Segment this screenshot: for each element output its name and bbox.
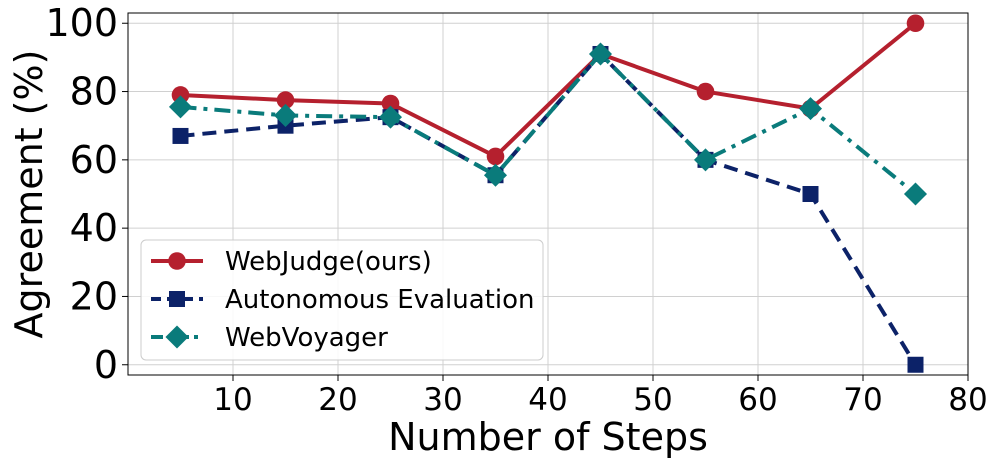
data-point: [381, 94, 400, 113]
x-tick-label: 80: [948, 382, 987, 418]
data-point: [168, 95, 193, 119]
legend-label: Autonomous Evaluation: [225, 285, 534, 315]
ticks: 10 20 30 40 50 60 70 80 0 20 40 60 80 100: [45, 1, 987, 418]
legend-item: Autonomous Evaluation: [151, 285, 534, 315]
x-tick-label: 30: [423, 382, 462, 418]
x-tick-label: 20: [318, 382, 357, 418]
data-point: [903, 182, 928, 206]
y-tick-label: 100: [45, 1, 118, 45]
data-point: [906, 14, 925, 33]
data-point: [693, 148, 718, 172]
grid: [128, 13, 969, 375]
data-point: [276, 91, 295, 109]
data-point: [378, 105, 403, 129]
y-tick-label: 40: [70, 206, 118, 250]
y-tick-label: 60: [70, 138, 118, 182]
legend-marker: [168, 252, 186, 270]
legend-item: WebVoyager: [151, 323, 388, 353]
data-point: [802, 186, 819, 202]
legend-label: WebVoyager: [225, 323, 388, 353]
x-tick-label: 50: [633, 382, 672, 418]
data-point: [588, 42, 613, 66]
x-tick-label: 10: [213, 382, 252, 418]
legend: WebJudge(ours) Autonomous Evaluation WebVo…: [140, 239, 544, 361]
y-tick-label: 0: [94, 343, 118, 387]
series-line: [180, 21, 917, 159]
series-2: [168, 42, 928, 206]
data-point: [486, 147, 505, 166]
series-line: [180, 51, 917, 196]
y-tick-label: 80: [70, 70, 118, 114]
x-tick-label: 70: [843, 382, 882, 418]
data-point: [273, 103, 298, 127]
x-tick-label: 60: [738, 382, 777, 418]
y-axis-title: Agreement (%): [7, 50, 51, 339]
series-layer: [168, 14, 928, 373]
legend-marker: [169, 291, 185, 307]
y-tick-label: 20: [70, 274, 118, 318]
data-point: [798, 97, 823, 121]
legend-label: WebJudge(ours): [225, 247, 432, 277]
data-point: [696, 82, 715, 101]
data-point: [172, 127, 189, 144]
series-line: [180, 51, 918, 366]
data-point: [907, 356, 924, 373]
data-point: [171, 86, 190, 104]
data-point: [483, 163, 508, 187]
x-tick-label: 40: [528, 382, 567, 418]
legend-item: WebJudge(ours): [151, 247, 432, 277]
legend-box: [140, 239, 544, 361]
legend-marker: [165, 325, 189, 349]
x-axis-title: Number of Steps: [388, 415, 708, 459]
